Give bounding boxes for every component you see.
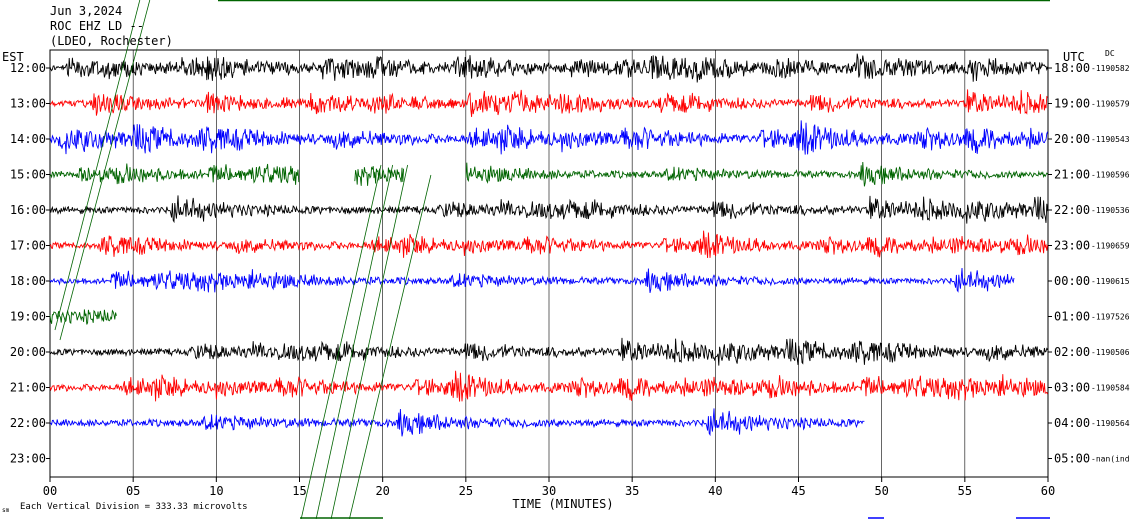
x-tick-label: 25 (459, 484, 473, 498)
x-tick-label: 60 (1041, 484, 1055, 498)
x-tick-label: 15 (292, 484, 306, 498)
x-tick-label: 20 (375, 484, 389, 498)
trace-row (49, 120, 1049, 155)
row-time-label-utc: 21:00 (1054, 168, 1090, 182)
chart-header: Jun 3,2024 ROC EHZ LD -- (LDEO, Rocheste… (2, 4, 1115, 514)
row-time-label-est: 15:00 (10, 168, 46, 182)
x-tick-label: 00 (43, 484, 57, 498)
trace-row (49, 408, 865, 437)
row-dc-offset: -nan(ind (1091, 455, 1130, 464)
overlap-line (349, 174, 432, 519)
row-time-label-est: 17:00 (10, 239, 46, 253)
left-timezone-label: EST (2, 50, 24, 64)
row-time-label-est: 21:00 (10, 381, 46, 395)
header-station: ROC EHZ LD -- (50, 19, 144, 33)
x-tick-label: 35 (625, 484, 639, 498)
x-axis-title: TIME (MINUTES) (512, 497, 613, 511)
row-time-label-est: 19:00 (10, 310, 46, 324)
trace-row (49, 195, 1049, 224)
row-time-label-utc: 04:00 (1054, 416, 1090, 430)
row-time-label-est: 18:00 (10, 274, 46, 288)
row-dc-offset: -1197526 (1091, 313, 1130, 322)
row-time-label-utc: 02:00 (1054, 345, 1090, 359)
x-tick-label: 05 (126, 484, 140, 498)
row-time-label-utc: 23:00 (1054, 239, 1090, 253)
trace-row (49, 230, 1049, 259)
trace-row (49, 337, 1048, 366)
row-time-label-est: 12:00 (10, 61, 46, 75)
overlap-line (315, 164, 394, 519)
x-tick-label: 50 (874, 484, 888, 498)
trace-row (49, 53, 1049, 83)
trace-row (49, 89, 1048, 118)
x-tick-label: 45 (791, 484, 805, 498)
row-time-label-utc: 01:00 (1054, 310, 1090, 324)
row-time-label-est: 22:00 (10, 416, 46, 430)
row-dc-offset: -1190584 (1091, 384, 1130, 393)
x-tick-label: 40 (708, 484, 722, 498)
trace-row (49, 267, 1015, 293)
trace-row (49, 370, 1049, 402)
row-time-label-utc: 22:00 (1054, 203, 1090, 217)
trace-overlap-lines (54, 0, 1050, 519)
row-dc-offset: -1190543 (1091, 135, 1130, 144)
row-time-label-utc: 19:00 (1054, 97, 1090, 111)
x-tick-label: 55 (958, 484, 972, 498)
x-tick-label: 30 (542, 484, 556, 498)
overlap-line (300, 164, 382, 519)
row-time-label-est: 20:00 (10, 345, 46, 359)
plot-grid (46, 49, 1052, 482)
trace-row (49, 309, 117, 325)
right-timezone-label: UTC (1063, 50, 1085, 64)
x-tick-label: 10 (209, 484, 223, 498)
row-dc-offset: -1190596 (1091, 171, 1130, 180)
scale-note: Each Vertical Division = 333.33 microvol… (20, 502, 248, 512)
row-dc-offset: -1190579 (1091, 100, 1130, 109)
overlap-line (54, 0, 141, 331)
row-dc-offset: -1190506 (1091, 348, 1130, 357)
seismogram-traces (49, 53, 1049, 437)
row-time-label-utc: 18:00 (1054, 61, 1090, 75)
row-time-label-est: 16:00 (10, 203, 46, 217)
row-dc-offset: -1190659 (1091, 242, 1130, 251)
corner-mark: sm (2, 507, 10, 514)
row-time-label-utc: 00:00 (1054, 274, 1090, 288)
overlap-line (330, 164, 409, 519)
overlap-line (59, 0, 151, 341)
dc-label: DC (1105, 49, 1115, 58)
row-dc-offset: -1190615 (1091, 277, 1130, 286)
row-time-label-utc: 03:00 (1054, 381, 1090, 395)
row-time-label-utc: 20:00 (1054, 132, 1090, 146)
row-time-label-est: 13:00 (10, 97, 46, 111)
row-time-label-utc: 05:00 (1054, 452, 1090, 466)
row-time-label-est: 23:00 (10, 452, 46, 466)
header-date: Jun 3,2024 (50, 4, 122, 18)
row-dc-offset: -1190536 (1091, 206, 1130, 215)
row-time-label-est: 14:00 (10, 132, 46, 146)
row-dc-offset: -1190582 (1091, 64, 1130, 73)
header-location: (LDEO, Rochester) (50, 34, 173, 48)
row-dc-offset: -1190564 (1091, 419, 1130, 428)
